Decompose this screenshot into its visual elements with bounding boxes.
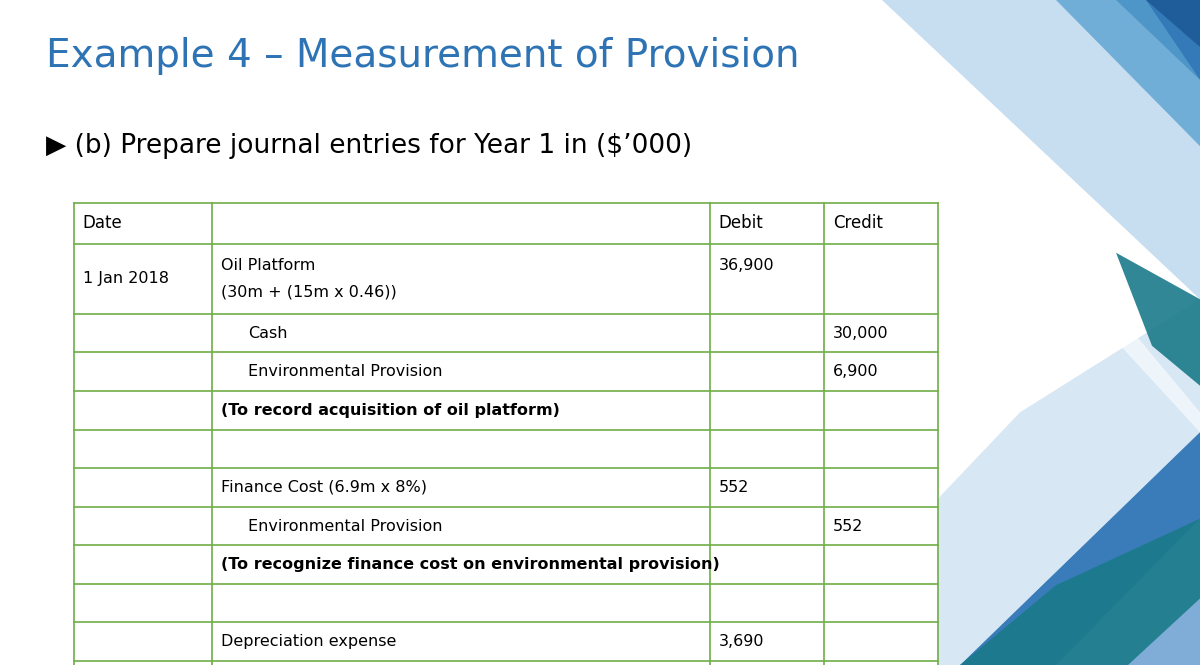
Text: 552: 552 (833, 519, 863, 533)
Text: Environmental Provision: Environmental Provision (248, 519, 443, 533)
Polygon shape (1056, 0, 1200, 146)
Text: Environmental Provision: Environmental Provision (248, 364, 443, 379)
Polygon shape (1116, 253, 1200, 386)
Text: Credit: Credit (833, 214, 883, 233)
Polygon shape (780, 299, 1200, 665)
Text: Example 4 – Measurement of Provision: Example 4 – Measurement of Provision (46, 37, 799, 74)
Polygon shape (1116, 0, 1200, 80)
Text: Date: Date (83, 214, 122, 233)
Text: Debit: Debit (719, 214, 763, 233)
Polygon shape (864, 66, 1200, 432)
Text: Depreciation expense: Depreciation expense (221, 634, 396, 649)
Text: (To recognize finance cost on environmental provision): (To recognize finance cost on environmen… (221, 557, 720, 572)
Text: Cash: Cash (248, 326, 288, 340)
Polygon shape (960, 432, 1200, 665)
Text: Oil Platform: Oil Platform (221, 257, 316, 273)
Polygon shape (984, 0, 1200, 146)
Text: 30,000: 30,000 (833, 326, 888, 340)
Text: 3,690: 3,690 (719, 634, 764, 649)
Text: (30m + (15m x 0.46)): (30m + (15m x 0.46)) (221, 284, 396, 299)
Bar (74, 203, 938, 665)
Text: ▶ (b) Prepare journal entries for Year 1 in ($’000): ▶ (b) Prepare journal entries for Year 1… (46, 133, 691, 159)
Text: Finance Cost (6.9m x 8%): Finance Cost (6.9m x 8%) (221, 480, 427, 495)
Polygon shape (864, 519, 1200, 665)
Polygon shape (882, 0, 1200, 299)
Polygon shape (1146, 0, 1200, 47)
Text: 36,900: 36,900 (719, 257, 774, 273)
Text: 552: 552 (719, 480, 749, 495)
Polygon shape (960, 519, 1200, 665)
Text: 1 Jan 2018: 1 Jan 2018 (83, 271, 169, 287)
Text: (To record acquisition of oil platform): (To record acquisition of oil platform) (221, 403, 559, 418)
Text: 6,900: 6,900 (833, 364, 878, 379)
